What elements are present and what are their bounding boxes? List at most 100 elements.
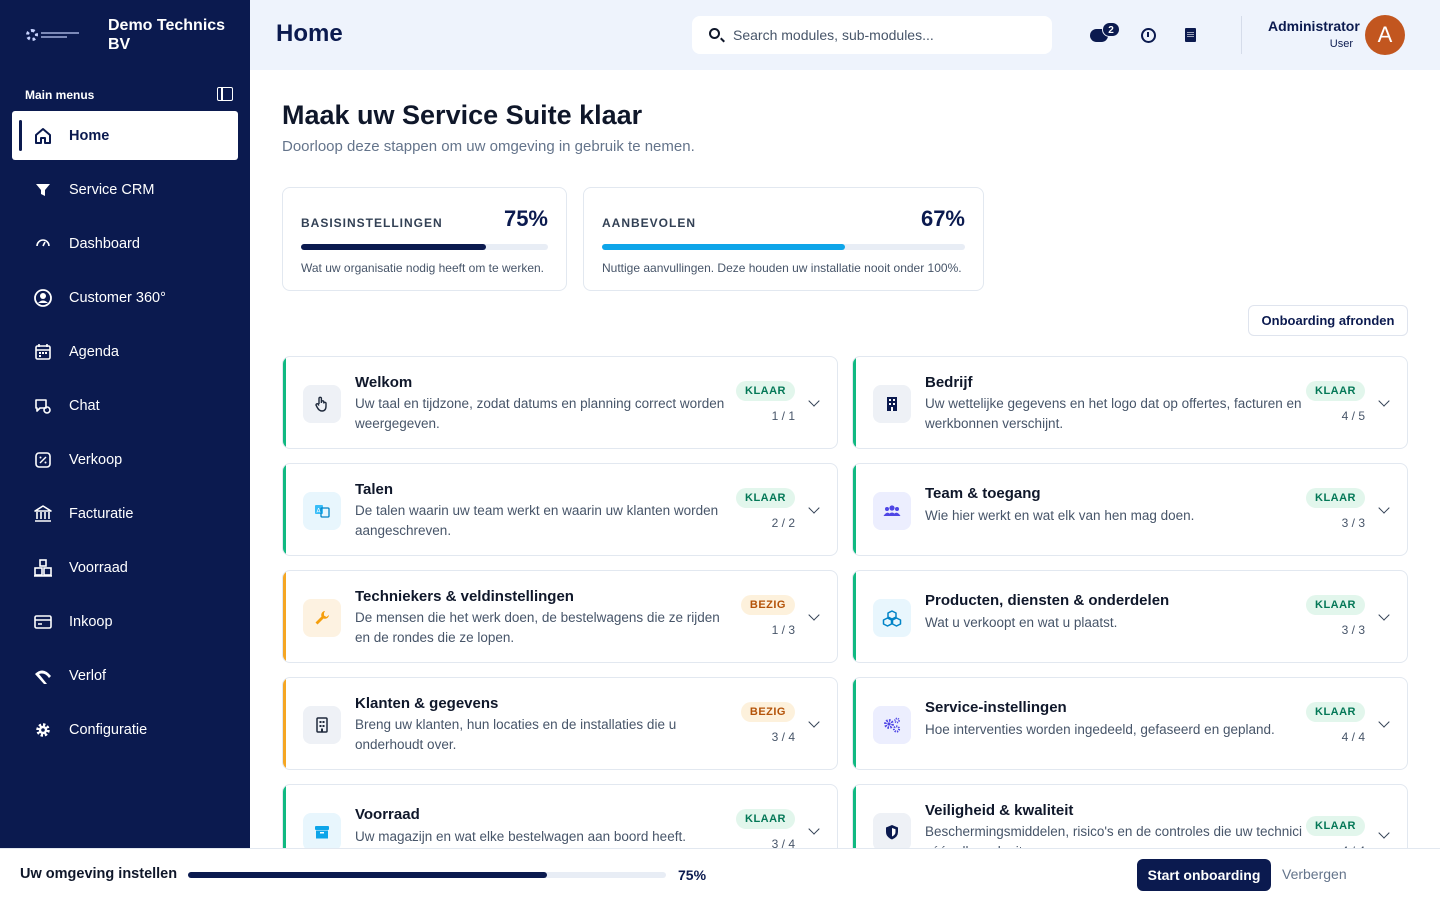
step-count: 1 / 1	[771, 409, 795, 423]
address-book-icon	[303, 706, 341, 744]
messages-badge: 2	[1102, 22, 1120, 37]
hide-link[interactable]: Verbergen	[1282, 866, 1347, 882]
document-icon[interactable]	[1179, 24, 1201, 46]
step-title: Veiligheid & kwaliteit	[925, 802, 1074, 819]
sidebar-item-configuratie[interactable]: Configuratie	[12, 705, 238, 754]
svg-text:A: A	[317, 508, 322, 515]
step-title: Bedrijf	[925, 374, 973, 391]
step-count: 4 / 5	[1341, 409, 1365, 423]
chevron-down-icon[interactable]	[808, 395, 820, 407]
onboarding-subtitle: Doorloop deze stappen om uw omgeving in …	[282, 138, 695, 155]
step-title: Klanten & gegevens	[355, 695, 499, 712]
chevron-down-icon[interactable]	[1378, 502, 1390, 514]
sidebar-item-dashboard[interactable]: Dashboard	[12, 219, 238, 268]
progress-card-aanbevolen: AANBEVOLEN 67% Nuttige aanvullingen. Dez…	[583, 187, 984, 291]
home-icon	[32, 125, 54, 147]
sidebar-item-home[interactable]: Home	[12, 111, 238, 160]
step-count: 1 / 3	[771, 623, 795, 637]
user-role: User	[1329, 38, 1353, 50]
sidebar-item-label: Configuratie	[69, 721, 148, 738]
status-badge: KLAAR	[1306, 816, 1365, 836]
step-title: Talen	[355, 481, 394, 498]
step-desc: Wie hier werkt en wat elk van hen mag do…	[925, 508, 1195, 523]
sidebar-item-service-crm[interactable]: Service CRM	[12, 165, 238, 214]
status-badge: BEZIG	[740, 702, 795, 722]
status-badge: KLAAR	[736, 809, 795, 829]
chevron-down-icon[interactable]	[808, 502, 820, 514]
sidebar-item-label: Customer 360°	[69, 289, 166, 306]
bank-icon	[32, 503, 54, 525]
sidebar-item-inkoop[interactable]: Inkoop	[12, 597, 238, 646]
sidebar-item-label: Inkoop	[69, 613, 113, 630]
plane-icon	[32, 665, 54, 687]
status-badge: KLAAR	[1306, 595, 1365, 615]
step-title: Producten, diensten & onderdelen	[925, 592, 1170, 609]
status-badge: KLAAR	[1306, 381, 1365, 401]
sidebar-item-verlof[interactable]: Verlof	[12, 651, 238, 700]
step-card-producten[interactable]: Producten, diensten & onderdelen Wat u v…	[852, 570, 1408, 663]
search-input[interactable]	[733, 25, 1033, 45]
user-name[interactable]: Administrator	[1268, 18, 1360, 34]
sidebar-item-label: Facturatie	[69, 505, 134, 522]
avatar[interactable]: A	[1365, 15, 1405, 55]
chevron-down-icon[interactable]	[1378, 716, 1390, 728]
chevron-down-icon[interactable]	[808, 716, 820, 728]
step-count: 2 / 2	[771, 516, 795, 530]
step-desc: Wat u verkoopt en wat u plaatst.	[925, 615, 1118, 630]
chevron-down-icon[interactable]	[808, 609, 820, 621]
company-logo[interactable]	[26, 26, 84, 44]
main-content: Maak uw Service Suite klaar Doorloop dez…	[250, 70, 1440, 877]
sidebar-item-verkoop[interactable]: Verkoop	[12, 435, 238, 484]
search-box[interactable]	[692, 16, 1052, 54]
sidebar-item-label: Service CRM	[69, 181, 155, 198]
setup-progress-percent: 75%	[678, 867, 707, 883]
company-name: Demo Technics BV	[108, 17, 226, 53]
progress-track	[602, 244, 965, 250]
step-desc: De talen waarin uw team werkt en waarin …	[355, 503, 719, 538]
box-icon	[303, 813, 341, 851]
sidebar-item-agenda[interactable]: Agenda	[12, 327, 238, 376]
chevron-down-icon[interactable]	[1378, 609, 1390, 621]
chevron-down-icon[interactable]	[1378, 395, 1390, 407]
step-card-bedrijf[interactable]: Bedrijf Uw wettelijke gegevens en het lo…	[852, 356, 1408, 449]
collapse-sidebar-icon[interactable]	[217, 87, 233, 101]
chevron-down-icon[interactable]	[808, 823, 820, 835]
onboarding-title: Maak uw Service Suite klaar	[282, 100, 643, 130]
gear-icon	[32, 719, 54, 741]
progress-track	[301, 244, 548, 250]
status-badge: KLAAR	[1306, 488, 1365, 508]
step-card-welkom[interactable]: Welkom Uw taal en tijdzone, zodat datums…	[282, 356, 838, 449]
search-icon	[709, 28, 720, 39]
step-count: 3 / 3	[1341, 623, 1365, 637]
setup-label: Uw omgeving instellen	[20, 866, 178, 882]
progress-card-percent: 67%	[920, 206, 965, 231]
building-icon	[873, 385, 911, 423]
step-desc: Uw wettelijke gegevens en het logo dat o…	[925, 396, 1302, 431]
step-card-team-toegang[interactable]: Team & toegang Wie hier werkt en wat elk…	[852, 463, 1408, 556]
brand: Demo Technics BV	[0, 0, 250, 70]
progress-card-basis: BASISINSTELLINGEN 75% Wat uw organisatie…	[282, 187, 567, 291]
sidebar-item-customer-360[interactable]: Customer 360°	[12, 273, 238, 322]
sidebar-item-label: Verlof	[69, 667, 107, 684]
page-title: Home	[276, 20, 343, 47]
clock-icon[interactable]	[1137, 24, 1159, 46]
finish-onboarding-button[interactable]: Onboarding afronden	[1248, 305, 1408, 336]
sidebar-section-label: Main menus	[25, 88, 95, 102]
sidebar-item-chat[interactable]: Chat	[12, 381, 238, 430]
start-onboarding-button[interactable]: Start onboarding	[1137, 859, 1271, 891]
sidebar-item-facturatie[interactable]: Facturatie	[12, 489, 238, 538]
step-card-techniekers[interactable]: Techniekers & veldinstellingen De mensen…	[282, 570, 838, 663]
header-divider	[1241, 16, 1242, 54]
chat-icon	[32, 395, 54, 417]
sidebar-item-voorraad[interactable]: Voorraad	[12, 543, 238, 592]
onboarding-bottom-bar: Uw omgeving instellen 75% Start onboardi…	[0, 848, 1440, 900]
step-card-klanten[interactable]: Klanten & gegevens Breng uw klanten, hun…	[282, 677, 838, 770]
progress-card-percent: 75%	[503, 206, 548, 231]
step-title: Welkom	[355, 374, 413, 391]
step-card-service-instellingen[interactable]: Service-instellingen Hoe interventies wo…	[852, 677, 1408, 770]
setup-progress-fill	[188, 872, 547, 878]
chevron-down-icon[interactable]	[1378, 827, 1390, 839]
progress-fill	[602, 244, 846, 250]
user-circle-icon	[32, 287, 54, 309]
step-card-talen[interactable]: A Talen De talen waarin uw team werkt en…	[282, 463, 838, 556]
